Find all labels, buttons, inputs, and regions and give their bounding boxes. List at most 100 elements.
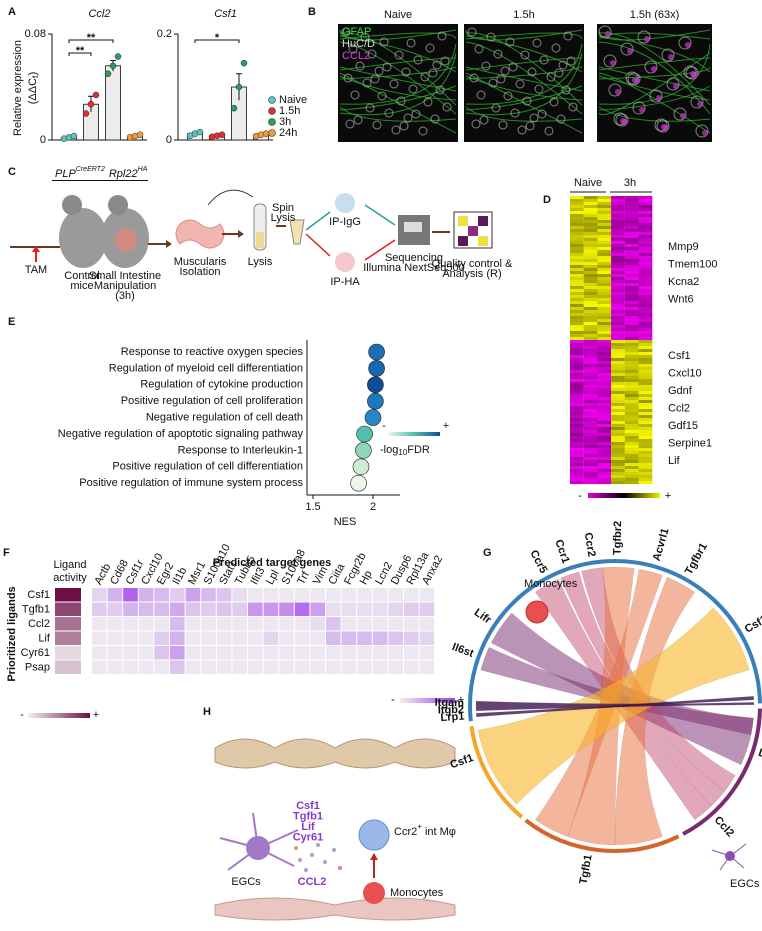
heatmap-cell [597,259,612,263]
heatmap-cell [638,328,653,332]
heatmap-cell [624,211,639,215]
heatmap-cell [583,454,598,458]
heatmap-cell [201,631,216,645]
neuron [432,60,442,70]
chart-title: Csf1 [214,8,237,20]
heatmap-cell [583,337,598,341]
heatmap-cell [583,397,598,401]
neuron [515,79,525,89]
heatmap-cell [611,478,625,482]
chord-label: Ccr5 [527,548,549,575]
heatmap-cell [597,271,612,275]
heatmap-cell [597,418,612,422]
y-tick-label: 0.2 [157,28,172,40]
label: Illumina NextSeq500 [363,262,465,274]
heatmap-cell [638,220,653,224]
heatmap-cell [624,220,639,224]
neuron [510,108,520,118]
heatmap-cell [611,199,625,203]
heatmap-cell [570,265,584,269]
heatmap-cell [583,346,598,350]
heatmap-cell [248,617,263,631]
heatmap-cell [624,448,639,452]
heatmap-cell [624,364,639,368]
heatmap-cell [570,253,584,257]
heatmap-cell [638,259,653,263]
heatmap-cell [611,439,625,443]
term-label: Positive regulation of immune system pro… [79,477,303,489]
neuron [435,85,445,95]
chord-label: Ccl2 [712,814,736,839]
heatmap-cell [185,602,201,616]
chord-arc [682,708,762,836]
label: Small Intestine [89,270,161,282]
neuron [479,115,489,125]
heatmap-cell [583,253,598,257]
heatmap-cell [638,283,653,287]
data-point [218,131,226,138]
heatmap-cell [638,385,653,389]
ccl2-signal [639,107,645,113]
term-label: Regulation of myeloid cell differentiati… [109,362,303,374]
heatmap-cell [583,370,598,374]
neuron [503,91,513,101]
heatmap-cell [611,472,625,476]
heatmap-cell [638,196,653,200]
heatmap-cell [611,208,625,212]
heatmap-cell [570,451,584,455]
ccl2-signal [673,83,679,89]
label: + [665,490,671,502]
heatmap-cell [583,436,598,440]
gene-label: Csf1 [668,350,691,362]
heatmap-cell [570,298,584,302]
data-point [196,128,204,136]
heatmap-cell [583,214,598,218]
neuron [413,55,423,65]
heatmap-cell [570,445,584,449]
heatmap-cell [611,463,625,467]
heatmap-cell [583,211,598,215]
heatmap-cell [638,460,653,464]
heatmap-cell [583,412,598,416]
heatmap-cell [638,346,653,350]
heatmap-cell [624,337,639,341]
label: EGCs [231,876,261,888]
y-axis-title: Prioritized ligands [6,586,18,681]
heatmap-cell [624,328,639,332]
heatmap-cell [638,256,653,260]
label: - [391,694,395,706]
group-label: Monocytes [524,578,578,590]
heatmap-cell [583,400,598,404]
label: + [93,709,99,721]
neuron [678,36,692,50]
heatmap-cell [597,208,612,212]
neuron [615,113,629,127]
heatmap-cell [570,379,584,383]
heatmap-cell [611,316,625,320]
ligand-label: Csf1 [27,589,50,601]
heatmap-cell [583,241,598,245]
heatmap-cell [624,247,639,251]
heatmap-cell [583,373,598,377]
heatmap-cell [638,457,653,461]
heatmap-cell [611,415,625,419]
neuron [382,62,392,72]
label: CCL2 [298,876,327,888]
unit-part: t [30,75,40,78]
neuron [399,121,409,131]
heatmap-cell [583,328,598,332]
neuron [498,120,508,130]
neuron [568,102,578,112]
heatmap-cell [185,588,201,602]
neuron [401,67,411,77]
heatmap-cell [624,466,639,470]
heatmap-cell [597,364,612,368]
heatmap-cell [570,400,584,404]
heatmap-cell [92,660,107,674]
heatmap-cell [638,412,653,416]
heatmap-cell [372,646,388,660]
label: Lif [301,821,315,833]
glia-fiber [465,35,583,73]
heatmap-cell [570,262,584,266]
heatmap-cell [583,469,598,473]
